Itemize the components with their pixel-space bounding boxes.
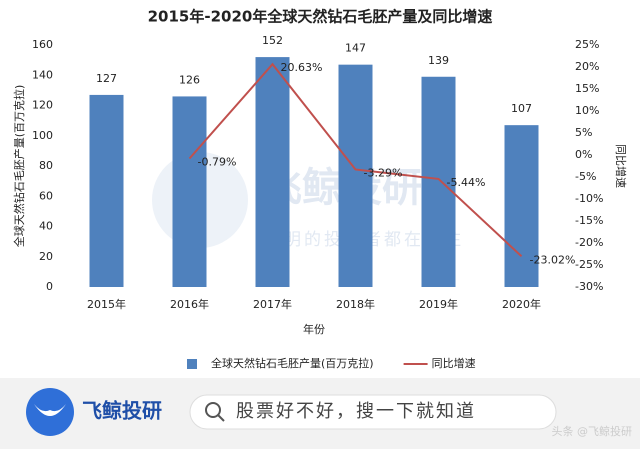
bar-value-label: 139 xyxy=(428,54,449,67)
search-icon xyxy=(217,414,225,422)
y-tick-label: 140 xyxy=(32,68,53,81)
y-tick-label: 120 xyxy=(32,99,53,112)
y-tick-label: 60 xyxy=(39,189,53,202)
bar-value-label: 127 xyxy=(96,72,117,85)
y2-tick-label: -30% xyxy=(575,280,603,293)
y2-tick-label: -20% xyxy=(575,236,603,249)
x-tick-label: 2015年 xyxy=(87,297,126,311)
y2-tick-label: 10% xyxy=(575,104,599,117)
footer: 飞鲸投研 股票好不好，搜一下就知道 头条 @飞鲸投研 xyxy=(0,378,640,449)
x-tick-label: 2019年 xyxy=(419,297,458,311)
bar xyxy=(89,94,124,287)
y2-tick-label: -10% xyxy=(575,192,603,205)
y-tick-label: 40 xyxy=(39,220,53,233)
y-tick-label: 0 xyxy=(46,280,53,293)
bar-value-label: 107 xyxy=(511,102,532,115)
y2-axis-label: 同比增速 xyxy=(614,144,628,188)
brand-name: 飞鲸投研 xyxy=(82,399,162,423)
bar xyxy=(421,76,456,287)
y-axis-label: 全球天然钻石毛胚产量(百万克拉) xyxy=(12,85,26,248)
y-tick-label: 100 xyxy=(32,129,53,142)
line-value-label: -3.29% xyxy=(364,166,403,179)
y2-tick-label: 25% xyxy=(575,38,599,51)
bar-value-label: 152 xyxy=(262,34,283,47)
x-tick-label: 2018年 xyxy=(336,297,375,311)
y2-tick-label: 5% xyxy=(575,126,592,139)
credit: 头条 @飞鲸投研 xyxy=(552,424,633,438)
line-value-label: -0.79% xyxy=(198,155,237,168)
y-tick-label: 160 xyxy=(32,38,53,51)
x-tick-label: 2017年 xyxy=(253,297,292,311)
line-value-label: 20.63% xyxy=(281,61,323,74)
y2-tick-label: -25% xyxy=(575,258,603,271)
bar xyxy=(504,125,539,287)
bar xyxy=(338,64,373,287)
y2-tick-label: -5% xyxy=(575,170,596,183)
x-tick-label: 2020年 xyxy=(502,297,541,311)
line xyxy=(188,62,523,258)
legend-label: 全球天然钻石毛胚产量(百万克拉) xyxy=(211,356,374,370)
brand-logo-icon xyxy=(34,404,66,416)
y2-tick-label: -15% xyxy=(575,214,603,227)
search-box[interactable] xyxy=(189,394,557,430)
x-tick-label: 2016年 xyxy=(170,297,209,311)
y-tick-label: 80 xyxy=(39,159,53,172)
search-icon xyxy=(205,402,221,418)
y2-tick-label: 15% xyxy=(575,82,599,95)
chart-title: 2015年-2020年全球天然钻石毛胚产量及同比增速 xyxy=(148,8,493,26)
legend-label: 同比增速 xyxy=(432,356,476,370)
y2-tick-label: 0% xyxy=(575,148,592,161)
bar xyxy=(255,57,290,287)
line-value-label: -23.02% xyxy=(530,253,576,266)
y2-tick-label: 20% xyxy=(575,60,599,73)
bar-value-label: 126 xyxy=(179,73,200,86)
bar-value-label: 147 xyxy=(345,42,366,55)
x-axis-label: 年份 xyxy=(303,322,325,336)
legend-swatch xyxy=(187,359,197,369)
y-tick-label: 20 xyxy=(39,250,53,263)
bar xyxy=(172,96,207,287)
search-placeholder: 股票好不好，搜一下就知道 xyxy=(236,401,476,422)
line-value-label: -5.44% xyxy=(447,176,486,189)
